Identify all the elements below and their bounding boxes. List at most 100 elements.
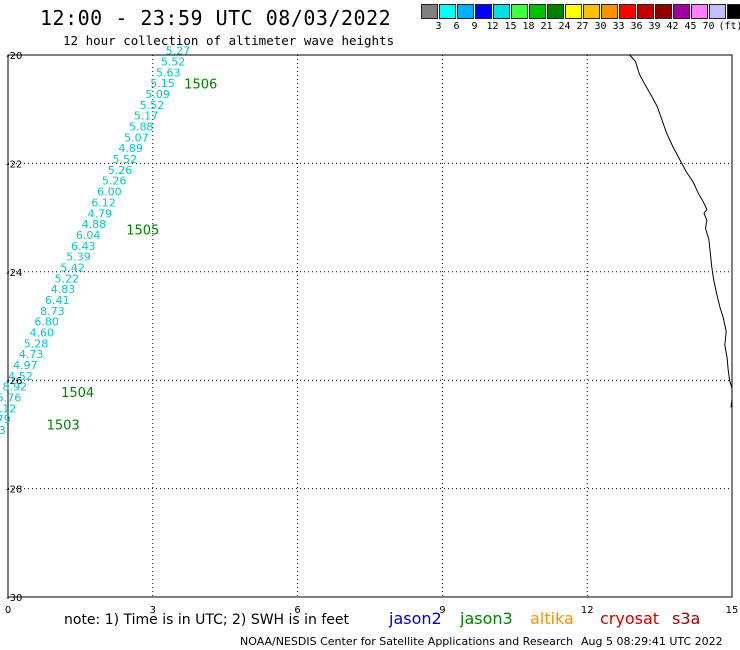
legend-swatches xyxy=(421,4,740,19)
legend-swatch xyxy=(727,4,740,19)
pass-id-label: 1503 xyxy=(47,419,80,434)
timestamp: Aug 5 08:29:41 UTC 2022 xyxy=(581,635,723,648)
wave-height-value: 6.41 xyxy=(45,294,70,307)
satellite-cryosat: cryosat xyxy=(600,609,660,628)
wave-height-value: 4.73 xyxy=(19,348,44,361)
legend-label: 18 xyxy=(522,21,535,32)
satellite-s3a: s3a xyxy=(672,609,701,628)
legend-label: 27 xyxy=(576,21,589,32)
wave-height-value: 5.15 xyxy=(150,77,175,90)
legend-swatch xyxy=(439,4,456,19)
legend-label: 12 xyxy=(486,21,499,32)
wave-height-value: 4.89 xyxy=(118,142,143,155)
wave-height-value: 5.76 xyxy=(0,392,21,405)
legend-swatch xyxy=(673,4,690,19)
y-tick-label: -24 xyxy=(6,268,22,279)
wave-height-value: 5.88 xyxy=(129,121,154,134)
y-tick-label: -26 xyxy=(6,376,22,387)
wave-height-value: 5.52 xyxy=(140,99,165,112)
legend-swatch xyxy=(619,4,636,19)
wave-height-value: 5.39 xyxy=(66,251,91,264)
satellite-altika: altika xyxy=(530,609,574,628)
legend-swatch xyxy=(547,4,564,19)
legend-swatch xyxy=(475,4,492,19)
satellite-jason2: jason2 xyxy=(389,609,442,628)
coastline xyxy=(629,54,733,408)
y-tick-label: -22 xyxy=(6,159,22,170)
wave-height-value: 5.09 xyxy=(145,88,170,101)
wave-height-value: 6.00 xyxy=(97,186,122,199)
wave-height-value: 4.52 xyxy=(8,370,33,383)
y-tick-label: -30 xyxy=(6,593,22,604)
wave-height-value: 6.80 xyxy=(34,316,59,329)
wave-height-value: 6.43 xyxy=(71,240,96,253)
wave-height-value: 5.26 xyxy=(108,164,133,177)
legend-swatch xyxy=(421,4,438,19)
wave-height-value: 5.26 xyxy=(102,175,127,188)
legend-label: 24 xyxy=(558,21,571,32)
legend-label: 70 xyxy=(702,21,715,32)
legend-swatch xyxy=(583,4,600,19)
wave-height-value: 5.12 xyxy=(0,402,16,415)
legend-swatch xyxy=(709,4,726,19)
wave-height-value: 5.52 xyxy=(161,56,186,69)
page-subtitle: 12 hour collection of altimeter wave hei… xyxy=(63,33,395,48)
legend-label: 42 xyxy=(666,21,679,32)
wave-height-value: 5.63 xyxy=(156,66,181,79)
legend-label: 15 xyxy=(504,21,517,32)
wave-height-value: 8.92 xyxy=(3,381,28,394)
wave-height-value: 5.27 xyxy=(166,45,191,58)
legend-swatch xyxy=(691,4,708,19)
wave-height-value: 5.42 xyxy=(60,261,85,274)
y-tick-label: -28 xyxy=(6,485,22,496)
legend-label: 6 xyxy=(453,21,460,32)
wave-height-value: 6.12 xyxy=(91,196,116,209)
legend-label: 39 xyxy=(648,21,661,32)
x-tick-label: 0 xyxy=(5,605,11,616)
wave-height-value: 8.73 xyxy=(40,305,65,318)
wave-height-value: 6.13 xyxy=(0,424,6,437)
legend-swatch xyxy=(493,4,510,19)
legend-swatch xyxy=(637,4,654,19)
legend-swatch xyxy=(565,4,582,19)
x-tick-label: 6 xyxy=(294,605,300,616)
x-tick-label: 3 xyxy=(150,605,156,616)
wave-height-value: 5.22 xyxy=(55,272,80,285)
legend-swatch xyxy=(511,4,528,19)
footer-note: note: 1) Time is in UTC; 2) SWH is in fe… xyxy=(64,612,350,628)
y-tick-label: -20 xyxy=(6,51,22,62)
wave-height-value: 5.17 xyxy=(134,110,159,123)
legend-swatch xyxy=(529,4,546,19)
wave-height-value: 5.52 xyxy=(113,153,138,166)
legend-swatch xyxy=(601,4,618,19)
credit-text: NOAA/NESDIS Center for Satellite Applica… xyxy=(240,635,574,648)
pass-id-label: 1504 xyxy=(61,386,94,401)
legend-label: 9 xyxy=(471,21,478,32)
page-title: 12:00 - 23:59 UTC 08/03/2022 xyxy=(40,6,392,30)
wave-height-value: 6.04 xyxy=(76,229,101,242)
wave-height-value: 4.60 xyxy=(30,327,55,340)
x-tick-label: 15 xyxy=(726,605,739,616)
legend-label: 33 xyxy=(612,21,625,32)
x-tick-label: 12 xyxy=(581,605,594,616)
legend-label: 36 xyxy=(630,21,643,32)
map-frame xyxy=(7,54,733,598)
wave-height-value: 5.28 xyxy=(24,337,49,350)
legend-swatch xyxy=(655,4,672,19)
wave-height-value: 4.88 xyxy=(82,218,107,231)
wave-height-value: 4.97 xyxy=(13,359,38,372)
wave-height-value: 4.79 xyxy=(87,207,112,220)
legend-label: (ft) xyxy=(718,21,740,32)
legend-label: 45 xyxy=(684,21,697,32)
legend-label: 30 xyxy=(594,21,607,32)
legend-label: 3 xyxy=(435,21,442,32)
pass-id-label: 1505 xyxy=(126,224,159,239)
pass-id-label: 1506 xyxy=(184,77,217,92)
wave-height-value: 5.07 xyxy=(124,131,149,144)
wave-height-value: 5.79 xyxy=(0,413,11,426)
x-tick-label: 9 xyxy=(439,605,445,616)
legend-label: 21 xyxy=(540,21,553,32)
